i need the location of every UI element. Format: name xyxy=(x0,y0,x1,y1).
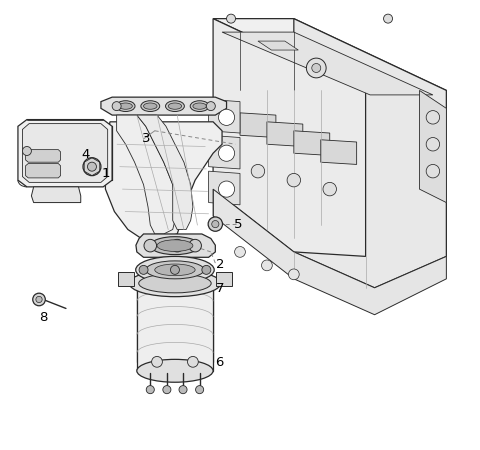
Ellipse shape xyxy=(141,101,160,112)
Polygon shape xyxy=(420,90,446,202)
Circle shape xyxy=(171,239,183,252)
Circle shape xyxy=(23,147,31,155)
Text: 3: 3 xyxy=(142,132,150,145)
Circle shape xyxy=(218,181,235,197)
Circle shape xyxy=(33,293,45,306)
Polygon shape xyxy=(25,163,60,178)
Polygon shape xyxy=(213,18,446,90)
Polygon shape xyxy=(209,135,240,169)
Circle shape xyxy=(170,266,180,274)
Ellipse shape xyxy=(119,103,132,109)
Text: 1: 1 xyxy=(101,167,109,180)
Polygon shape xyxy=(240,113,276,138)
Circle shape xyxy=(287,173,300,187)
Polygon shape xyxy=(294,18,446,288)
Ellipse shape xyxy=(129,270,221,297)
Circle shape xyxy=(83,158,101,176)
Circle shape xyxy=(188,356,198,367)
Circle shape xyxy=(146,386,154,394)
Polygon shape xyxy=(222,32,433,95)
Circle shape xyxy=(426,138,440,151)
Polygon shape xyxy=(213,18,366,256)
Polygon shape xyxy=(101,97,227,115)
Circle shape xyxy=(306,58,326,78)
Circle shape xyxy=(87,162,96,171)
Ellipse shape xyxy=(150,237,200,255)
Circle shape xyxy=(179,386,187,394)
Ellipse shape xyxy=(146,261,204,279)
Circle shape xyxy=(426,111,440,124)
Polygon shape xyxy=(267,122,303,147)
Polygon shape xyxy=(137,115,193,230)
Circle shape xyxy=(144,239,156,252)
Circle shape xyxy=(227,14,236,23)
Ellipse shape xyxy=(116,101,135,112)
Polygon shape xyxy=(321,140,357,164)
Polygon shape xyxy=(294,131,330,155)
Polygon shape xyxy=(209,99,240,133)
Ellipse shape xyxy=(157,240,193,252)
Ellipse shape xyxy=(137,360,213,382)
Circle shape xyxy=(262,260,272,271)
Polygon shape xyxy=(18,120,112,187)
Circle shape xyxy=(235,247,245,257)
Ellipse shape xyxy=(136,256,214,284)
Ellipse shape xyxy=(190,101,209,112)
Polygon shape xyxy=(23,124,108,182)
Circle shape xyxy=(208,217,223,231)
Ellipse shape xyxy=(193,103,206,109)
Ellipse shape xyxy=(144,103,157,109)
Circle shape xyxy=(202,266,211,274)
Circle shape xyxy=(139,266,148,274)
Polygon shape xyxy=(136,234,216,257)
Polygon shape xyxy=(137,284,213,371)
Circle shape xyxy=(189,239,202,252)
Circle shape xyxy=(112,102,121,111)
Circle shape xyxy=(206,102,216,111)
Circle shape xyxy=(195,386,204,394)
Circle shape xyxy=(163,386,171,394)
Circle shape xyxy=(384,14,393,23)
Ellipse shape xyxy=(155,264,195,276)
Text: 8: 8 xyxy=(39,311,48,324)
Ellipse shape xyxy=(168,103,182,109)
Circle shape xyxy=(312,63,321,72)
Polygon shape xyxy=(106,122,222,238)
Text: 2: 2 xyxy=(216,257,225,270)
Polygon shape xyxy=(117,115,177,234)
Text: 4: 4 xyxy=(82,148,90,161)
Circle shape xyxy=(218,145,235,161)
Circle shape xyxy=(218,109,235,126)
Polygon shape xyxy=(209,171,240,205)
Ellipse shape xyxy=(139,274,211,293)
Polygon shape xyxy=(31,187,81,202)
Circle shape xyxy=(323,182,336,196)
Circle shape xyxy=(212,220,219,228)
Ellipse shape xyxy=(166,101,184,112)
Circle shape xyxy=(152,356,162,367)
Polygon shape xyxy=(216,272,232,286)
Polygon shape xyxy=(25,150,60,162)
Polygon shape xyxy=(213,189,446,315)
Polygon shape xyxy=(118,272,133,286)
Text: 5: 5 xyxy=(233,218,242,230)
Polygon shape xyxy=(258,41,298,50)
Text: 7: 7 xyxy=(216,282,224,295)
Circle shape xyxy=(36,297,42,302)
Circle shape xyxy=(426,164,440,178)
Text: 6: 6 xyxy=(216,356,224,369)
Circle shape xyxy=(288,269,299,280)
Circle shape xyxy=(251,164,264,178)
